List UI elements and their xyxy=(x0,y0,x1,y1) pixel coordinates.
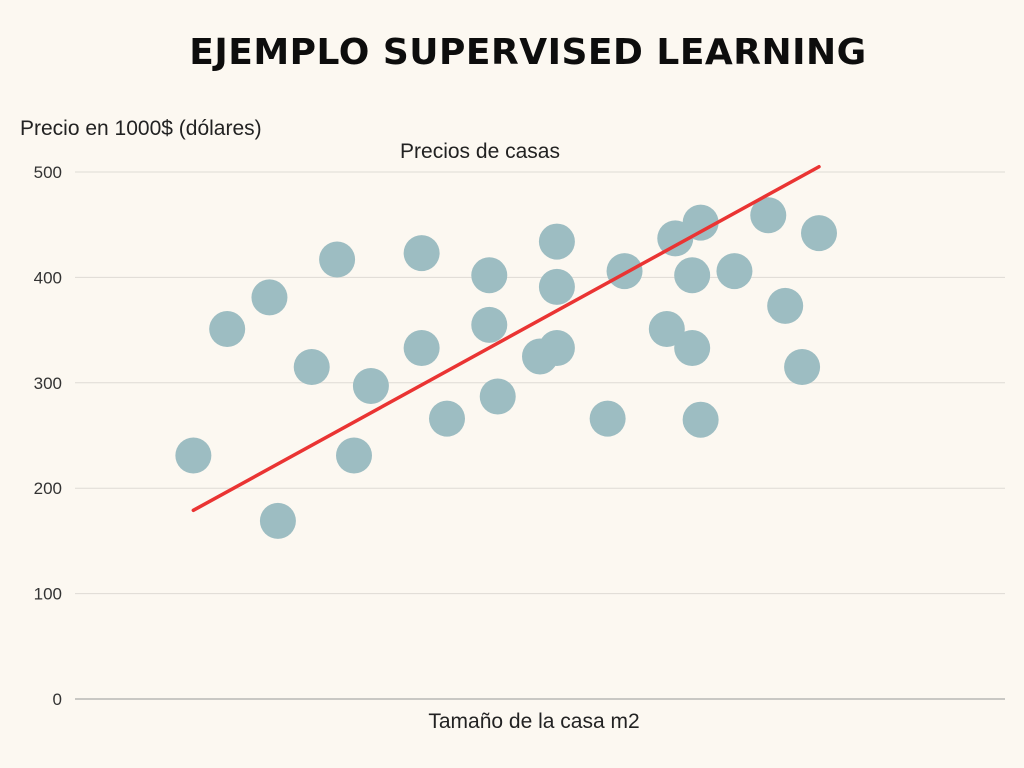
y-tick-label: 200 xyxy=(34,479,62,498)
y-axis-label: Precio en 1000$ (dólares) xyxy=(20,117,262,140)
y-tick-label: 400 xyxy=(34,268,62,287)
chart-title: Precios de casas xyxy=(400,140,560,163)
data-point xyxy=(682,204,719,241)
data-point xyxy=(403,235,440,272)
page-title: EJEMPLO SUPERVISED LEARNING xyxy=(189,32,867,73)
data-point xyxy=(259,502,296,539)
y-tick-label: 500 xyxy=(34,163,62,182)
data-point xyxy=(352,367,389,404)
y-tick-labels: 0 100 200 300 400 500 xyxy=(34,163,62,709)
grid-lines xyxy=(75,171,1005,700)
data-point xyxy=(471,257,508,294)
data-point xyxy=(750,197,787,234)
data-point xyxy=(319,241,356,278)
data-point xyxy=(293,348,330,385)
trend-line-group xyxy=(191,164,821,513)
data-point xyxy=(606,253,643,290)
data-point xyxy=(674,257,711,294)
data-point xyxy=(784,348,821,385)
data-point xyxy=(251,279,288,316)
data-point xyxy=(538,223,575,260)
data-point xyxy=(471,306,508,343)
data-points xyxy=(175,197,837,539)
data-point xyxy=(767,287,804,324)
data-point xyxy=(479,378,516,415)
data-point xyxy=(175,437,212,474)
x-axis-label: Tamaño de la casa m2 xyxy=(428,710,640,733)
data-point xyxy=(682,401,719,438)
data-point xyxy=(538,330,575,367)
data-point xyxy=(589,400,626,437)
data-point xyxy=(209,311,246,348)
data-point xyxy=(403,330,440,367)
data-point xyxy=(801,215,837,252)
data-point xyxy=(674,330,711,367)
y-tick-label: 100 xyxy=(34,585,62,604)
data-point xyxy=(538,268,575,305)
trend-line xyxy=(191,164,821,513)
data-point xyxy=(429,400,465,437)
y-tick-label: 0 xyxy=(53,690,62,709)
y-tick-label: 300 xyxy=(34,374,62,393)
data-point xyxy=(716,253,753,290)
data-point xyxy=(336,437,372,474)
data-point xyxy=(648,311,685,348)
